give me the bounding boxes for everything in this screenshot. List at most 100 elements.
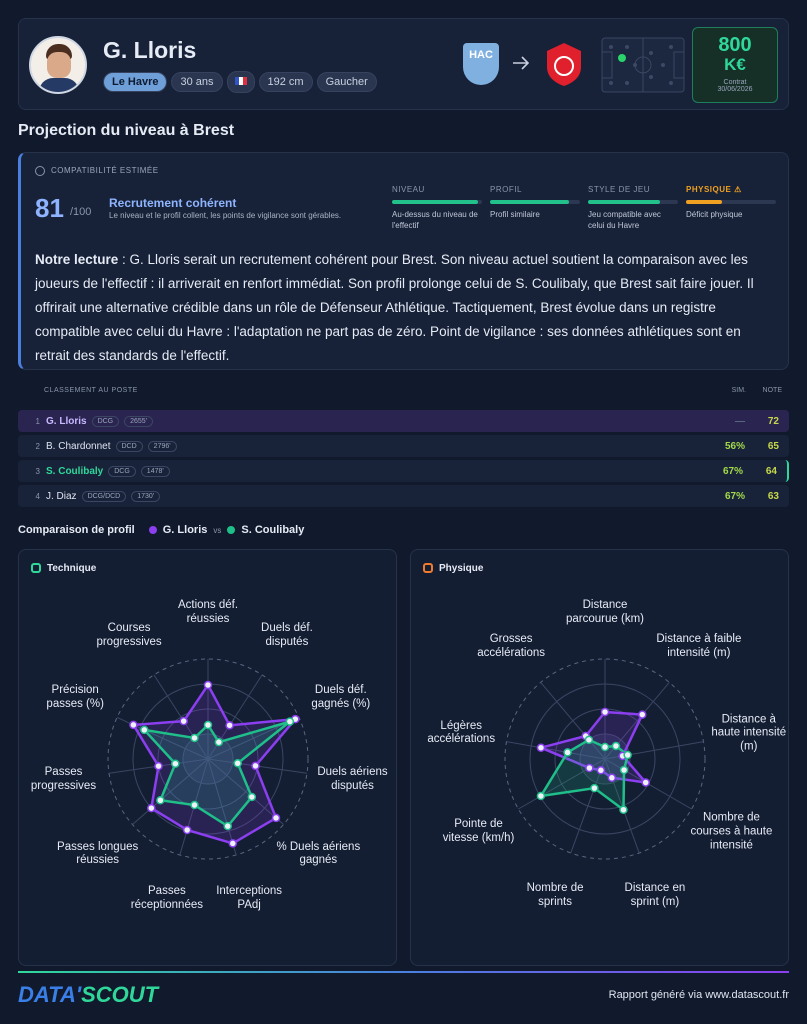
radar-point xyxy=(285,717,295,726)
criterion-desc: Déficit physique xyxy=(686,210,743,219)
criterion-name: STYLE DE JEU xyxy=(588,185,651,194)
radar-point xyxy=(190,733,199,743)
panel-title: Physique xyxy=(439,563,484,574)
axis-label: Actions déf. réussies xyxy=(177,599,239,625)
radar-point xyxy=(563,748,572,757)
ranking-title: CLASSEMENT AU POSTE xyxy=(44,387,138,394)
radar-point xyxy=(228,839,238,848)
contract-date: 30/06/2026 xyxy=(717,86,753,93)
comparison-legend: Comparaison de profil G. Lloris vs S. Co… xyxy=(18,524,304,536)
radar-point xyxy=(638,710,647,719)
brand: DATA'SCOUT xyxy=(18,982,158,1008)
radar-point xyxy=(203,720,213,730)
criterion: NIVEAU Au-dessus du niveau de l'effectif xyxy=(392,185,482,232)
criterion-track xyxy=(392,200,482,204)
criterion-desc: Jeu compatible avec celui du Havre xyxy=(588,210,661,230)
player-name: G. Lloris xyxy=(103,37,197,63)
criterion-track xyxy=(588,200,678,204)
criterion-track xyxy=(490,200,580,204)
rank: 2 xyxy=(35,441,40,451)
axis-label: Duels déf. gagnés (%) xyxy=(311,684,371,711)
elo: 2655' xyxy=(124,415,154,427)
radar-panel: Technique Actions déf. réussies Duels déf.… xyxy=(18,549,397,966)
radar-point xyxy=(585,763,594,773)
radar-area xyxy=(538,738,630,813)
axis-label: Pointe de vitesse (km/h) xyxy=(442,818,515,844)
compat-card: COMPATIBILITÉ ESTIMÉE 81 /100 Recrutemen… xyxy=(18,152,789,370)
radar-point xyxy=(600,742,610,752)
radar-point xyxy=(182,825,192,835)
radar xyxy=(504,658,706,860)
player-name: S. Coulibaly xyxy=(46,465,104,477)
axis-label: Passes longues réussies xyxy=(57,840,139,867)
ranking-row: 4 J. Diaz DCG/DCD 1730' 67% 63 xyxy=(18,485,789,507)
radar-point xyxy=(203,680,213,690)
club-logo-from: HAC xyxy=(463,43,499,85)
position: DCD xyxy=(115,440,143,452)
criterion: PROFIL Profil similaire xyxy=(490,185,580,221)
criterion-desc: Au-dessus du niveau de l'effectif xyxy=(392,210,478,230)
col-note: NOTE xyxy=(762,387,782,394)
radar-area xyxy=(131,682,299,845)
radar-point xyxy=(596,766,606,775)
tag: Le Havre xyxy=(103,72,168,92)
similarity: 56% xyxy=(724,440,745,452)
radar-area xyxy=(537,710,649,785)
market-value: 800 K€ Contrat 30/06/2026 xyxy=(692,27,778,103)
reading-text: : G. Lloris serait un recrutement cohére… xyxy=(35,252,754,363)
axis-label: Légères accélérations xyxy=(427,719,496,746)
panel-title: Technique xyxy=(47,563,97,574)
value: 800 xyxy=(718,34,752,56)
radar-point xyxy=(171,759,180,768)
axis-spoke xyxy=(207,758,284,825)
tags: Le Havre 30 ans 192 cm Gaucher xyxy=(103,71,381,93)
rank: 1 xyxy=(35,416,40,426)
radar-point xyxy=(179,716,188,726)
brand-a: DATA' xyxy=(18,982,82,1007)
elo: 2796' xyxy=(147,440,177,452)
radar-point xyxy=(600,707,610,717)
axis-label: Distance à haute intensité (m) xyxy=(711,712,787,753)
criterion-desc: Profil similaire xyxy=(490,210,540,219)
axis-label: Nombre de courses à haute intensité xyxy=(690,811,773,851)
section-title: Projection du niveau à Brest xyxy=(18,122,235,139)
criterion-bar xyxy=(588,200,660,204)
axis-label: Précision passes (%) xyxy=(46,684,104,711)
pitch-position xyxy=(601,37,685,93)
axis-label: Duels déf. disputés xyxy=(261,622,313,649)
position: DCG xyxy=(108,465,136,477)
tag: Gaucher xyxy=(316,72,377,92)
criterion-bar xyxy=(686,200,722,204)
currency: K€ xyxy=(724,55,746,74)
radar-point xyxy=(140,725,149,735)
verdict-desc: Le niveau et le profil collent, les poin… xyxy=(109,211,342,220)
panel-icon xyxy=(423,563,433,573)
grid-ring xyxy=(504,658,706,860)
axis-label: Duels aériens disputés xyxy=(317,765,388,792)
tag: 30 ans xyxy=(171,72,223,92)
criterion-name: NIVEAU xyxy=(392,185,425,194)
radar-area xyxy=(140,720,291,828)
rank: 4 xyxy=(35,491,40,501)
ranking-row: 2 B. Chardonnet DCD 2796' 56% 65 xyxy=(18,435,789,457)
similarity: — xyxy=(735,415,745,427)
flag xyxy=(226,71,255,93)
similarity: 67% xyxy=(722,465,743,477)
contract-label: Contrat xyxy=(723,79,747,86)
player-name: J. Diaz xyxy=(46,490,77,502)
radar-point xyxy=(271,813,281,823)
avatar xyxy=(29,36,87,94)
legend-swatch xyxy=(227,526,236,534)
axis-label: Nombre de sprints xyxy=(526,882,584,909)
radar-point xyxy=(623,750,632,760)
axis-spoke xyxy=(207,758,237,856)
ranking-row: 1 G. Lloris DCG 2655' — 72 xyxy=(18,410,789,432)
col-sim: SIM. xyxy=(731,387,746,394)
axis-spoke xyxy=(540,682,606,760)
axis-spoke xyxy=(132,758,209,825)
elo: 1478' xyxy=(140,465,170,477)
radar-point xyxy=(590,783,599,793)
note: 72 xyxy=(767,415,779,427)
position: DCG xyxy=(91,415,120,427)
axis-spoke xyxy=(153,674,209,760)
